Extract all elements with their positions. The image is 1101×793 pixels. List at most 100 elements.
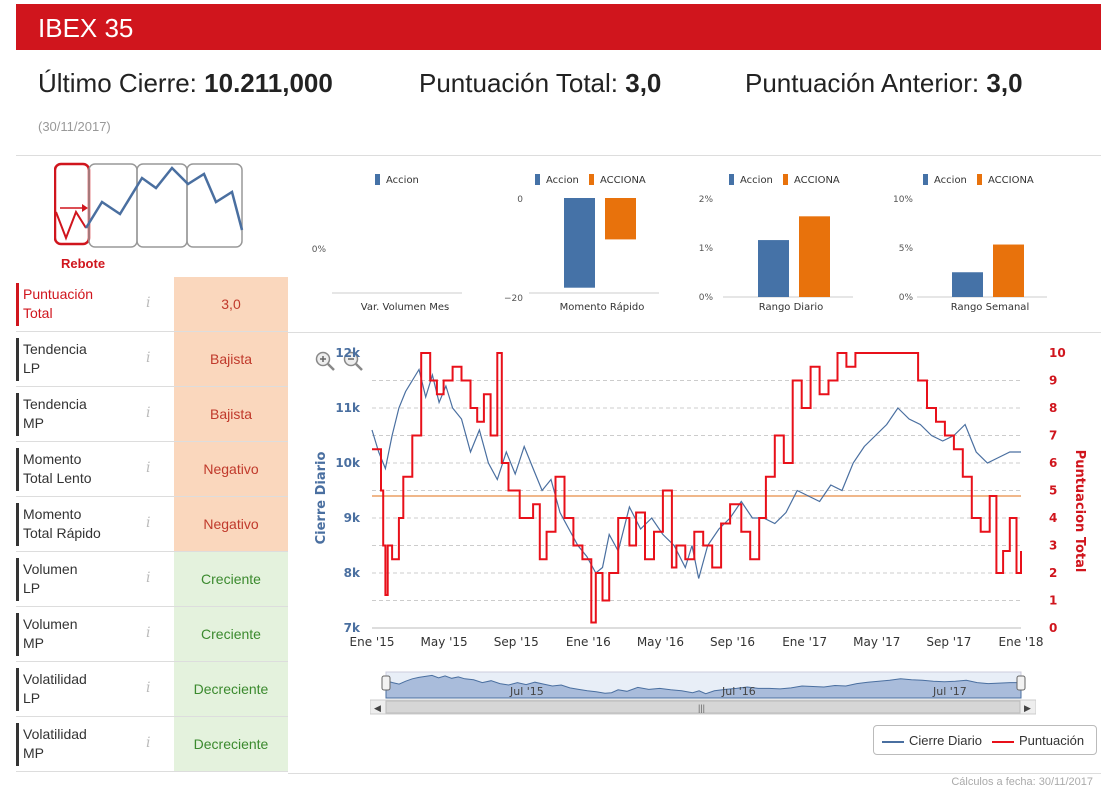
x-tick: May '16: [637, 635, 684, 649]
y-tick-right: 2: [1049, 566, 1057, 580]
last-close-label: Último Cierre:: [38, 68, 197, 98]
bar-accion: [758, 240, 789, 297]
info-icon[interactable]: i: [146, 295, 151, 311]
ytick: −20: [504, 294, 523, 304]
x-tick: Sep '16: [710, 635, 755, 649]
row-marker: [16, 613, 19, 656]
row-volumen-mp: Volumen MP i Creciente: [16, 607, 288, 662]
close-date: (30/11/2017): [38, 119, 111, 134]
total-score-value: 3,0: [625, 68, 662, 98]
x-tick: Ene '18: [999, 635, 1044, 649]
row-value: Creciente: [174, 607, 288, 661]
info-icon[interactable]: i: [146, 515, 151, 531]
row-label: Momento Total Rápido: [23, 506, 101, 541]
y-tick-right: 9: [1049, 374, 1057, 388]
ytick: 0%: [899, 293, 914, 303]
legend-acciona: ACCIONA: [600, 175, 646, 186]
nav-label-jul17: Jul '17: [932, 685, 967, 698]
x-tick: Ene '16: [566, 635, 611, 649]
row-label: Tendencia MP: [23, 396, 87, 431]
nav-label-jul16: Jul '16: [721, 685, 756, 698]
scrollbar-grip-icon: |||: [698, 703, 705, 713]
y-tick-right: 5: [1049, 484, 1057, 498]
info-icon[interactable]: i: [146, 680, 151, 696]
ytick: 0%: [312, 245, 327, 255]
legend-accion: Accion: [546, 175, 579, 186]
legend-swatch-acciona: [977, 174, 982, 185]
y-tick-left: 8k: [344, 566, 361, 580]
y-tick-right: 4: [1049, 511, 1057, 525]
chart-title: Rango Diario: [759, 302, 823, 313]
row-momento-rapido: Momento Total Rápido i Negativo: [16, 497, 288, 552]
row-volatilidad-mp: Volatilidad MP i Decreciente: [16, 717, 288, 772]
page-title: IBEX 35: [38, 13, 134, 43]
x-tick: Sep '15: [494, 635, 539, 649]
y-axis-label-left: Cierre Diario: [314, 452, 329, 545]
chart-title: Momento Rápido: [560, 301, 645, 313]
y-tick-right: 8: [1049, 401, 1057, 415]
range-navigator[interactable]: Jul '15 Jul '16 Jul '17 ◀ ▶ |||: [370, 670, 1036, 716]
row-tendencia-lp: Tendencia LP i Bajista: [16, 332, 288, 387]
legend-acciona: ACCIONA: [794, 175, 840, 186]
zoom-out-icon[interactable]: [343, 351, 363, 371]
row-label: Volumen MP: [23, 616, 78, 651]
bar-accion: [564, 198, 595, 288]
legend-swatch-accion: [729, 174, 734, 185]
info-icon[interactable]: i: [146, 460, 151, 476]
row-label: Volatilidad MP: [23, 726, 87, 761]
info-icon[interactable]: i: [146, 735, 151, 751]
legend-item-cierre[interactable]: Cierre Diario: [882, 733, 982, 748]
legend-line-cierre: [882, 740, 904, 743]
ytick: 1%: [699, 244, 714, 254]
info-icon[interactable]: i: [146, 570, 151, 586]
row-value: Negativo: [174, 497, 288, 551]
mini-chart-rango-diario: Accion ACCIONA 2% 1% 0% Rango Diario: [699, 174, 853, 313]
legend-swatch-accion: [375, 174, 380, 185]
y-tick-right: 10: [1049, 346, 1066, 360]
divider-top: [16, 155, 1101, 156]
row-label: Tendencia LP: [23, 341, 87, 376]
row-value: Negativo: [174, 442, 288, 496]
row-marker: [16, 393, 19, 436]
row-marker: [16, 283, 19, 326]
y-tick-right: 6: [1049, 456, 1057, 470]
legend-accion: Accion: [386, 175, 419, 186]
info-icon[interactable]: i: [146, 405, 151, 421]
bar-acciona: [605, 198, 636, 240]
zoom-in-icon[interactable]: [315, 351, 335, 371]
legend-swatch-acciona: [589, 174, 594, 185]
header-bar: IBEX 35: [16, 4, 1101, 50]
row-tendencia-mp: Tendencia MP i Bajista: [16, 387, 288, 442]
legend-item-puntuacion[interactable]: Puntuación: [992, 733, 1084, 748]
row-label: Puntuación Total: [23, 286, 94, 321]
divider-middle: [288, 332, 1101, 333]
scroll-right-icon: ▶: [1024, 703, 1031, 713]
legend-swatch-accion: [535, 174, 540, 185]
ytick: 2%: [699, 195, 714, 205]
info-icon[interactable]: i: [146, 350, 151, 366]
chart-title: Rango Semanal: [951, 302, 1029, 313]
y-tick-left: 10k: [335, 456, 361, 470]
series-puntuacion: [372, 352, 1022, 624]
legend-swatch-accion: [923, 174, 928, 185]
y-tick-left: 7k: [344, 621, 361, 635]
series-cierre-diario: [371, 367, 1021, 579]
ytick: 0%: [699, 293, 714, 303]
prev-score-value: 3,0: [986, 68, 1023, 98]
row-value: Decreciente: [174, 717, 288, 771]
calc-date: Cálculos a fecha: 30/11/2017: [951, 776, 1093, 788]
y-tick-left: 12k: [335, 346, 361, 360]
info-icon[interactable]: i: [146, 625, 151, 641]
row-marker: [16, 723, 19, 766]
bar-accion: [952, 272, 983, 297]
mini-chart-rango-semanal: Accion ACCIONA 10% 5% 0% Rango Semanal: [893, 174, 1047, 313]
row-marker: [16, 668, 19, 711]
row-value: Bajista: [174, 332, 288, 386]
last-close-value: 10.211,000: [204, 68, 333, 98]
row-value: Creciente: [174, 552, 288, 606]
bar-acciona: [799, 216, 830, 297]
y-tick-right: 3: [1049, 539, 1057, 553]
total-score-label: Puntuación Total:: [419, 68, 618, 98]
row-volumen-lp: Volumen LP i Creciente: [16, 552, 288, 607]
